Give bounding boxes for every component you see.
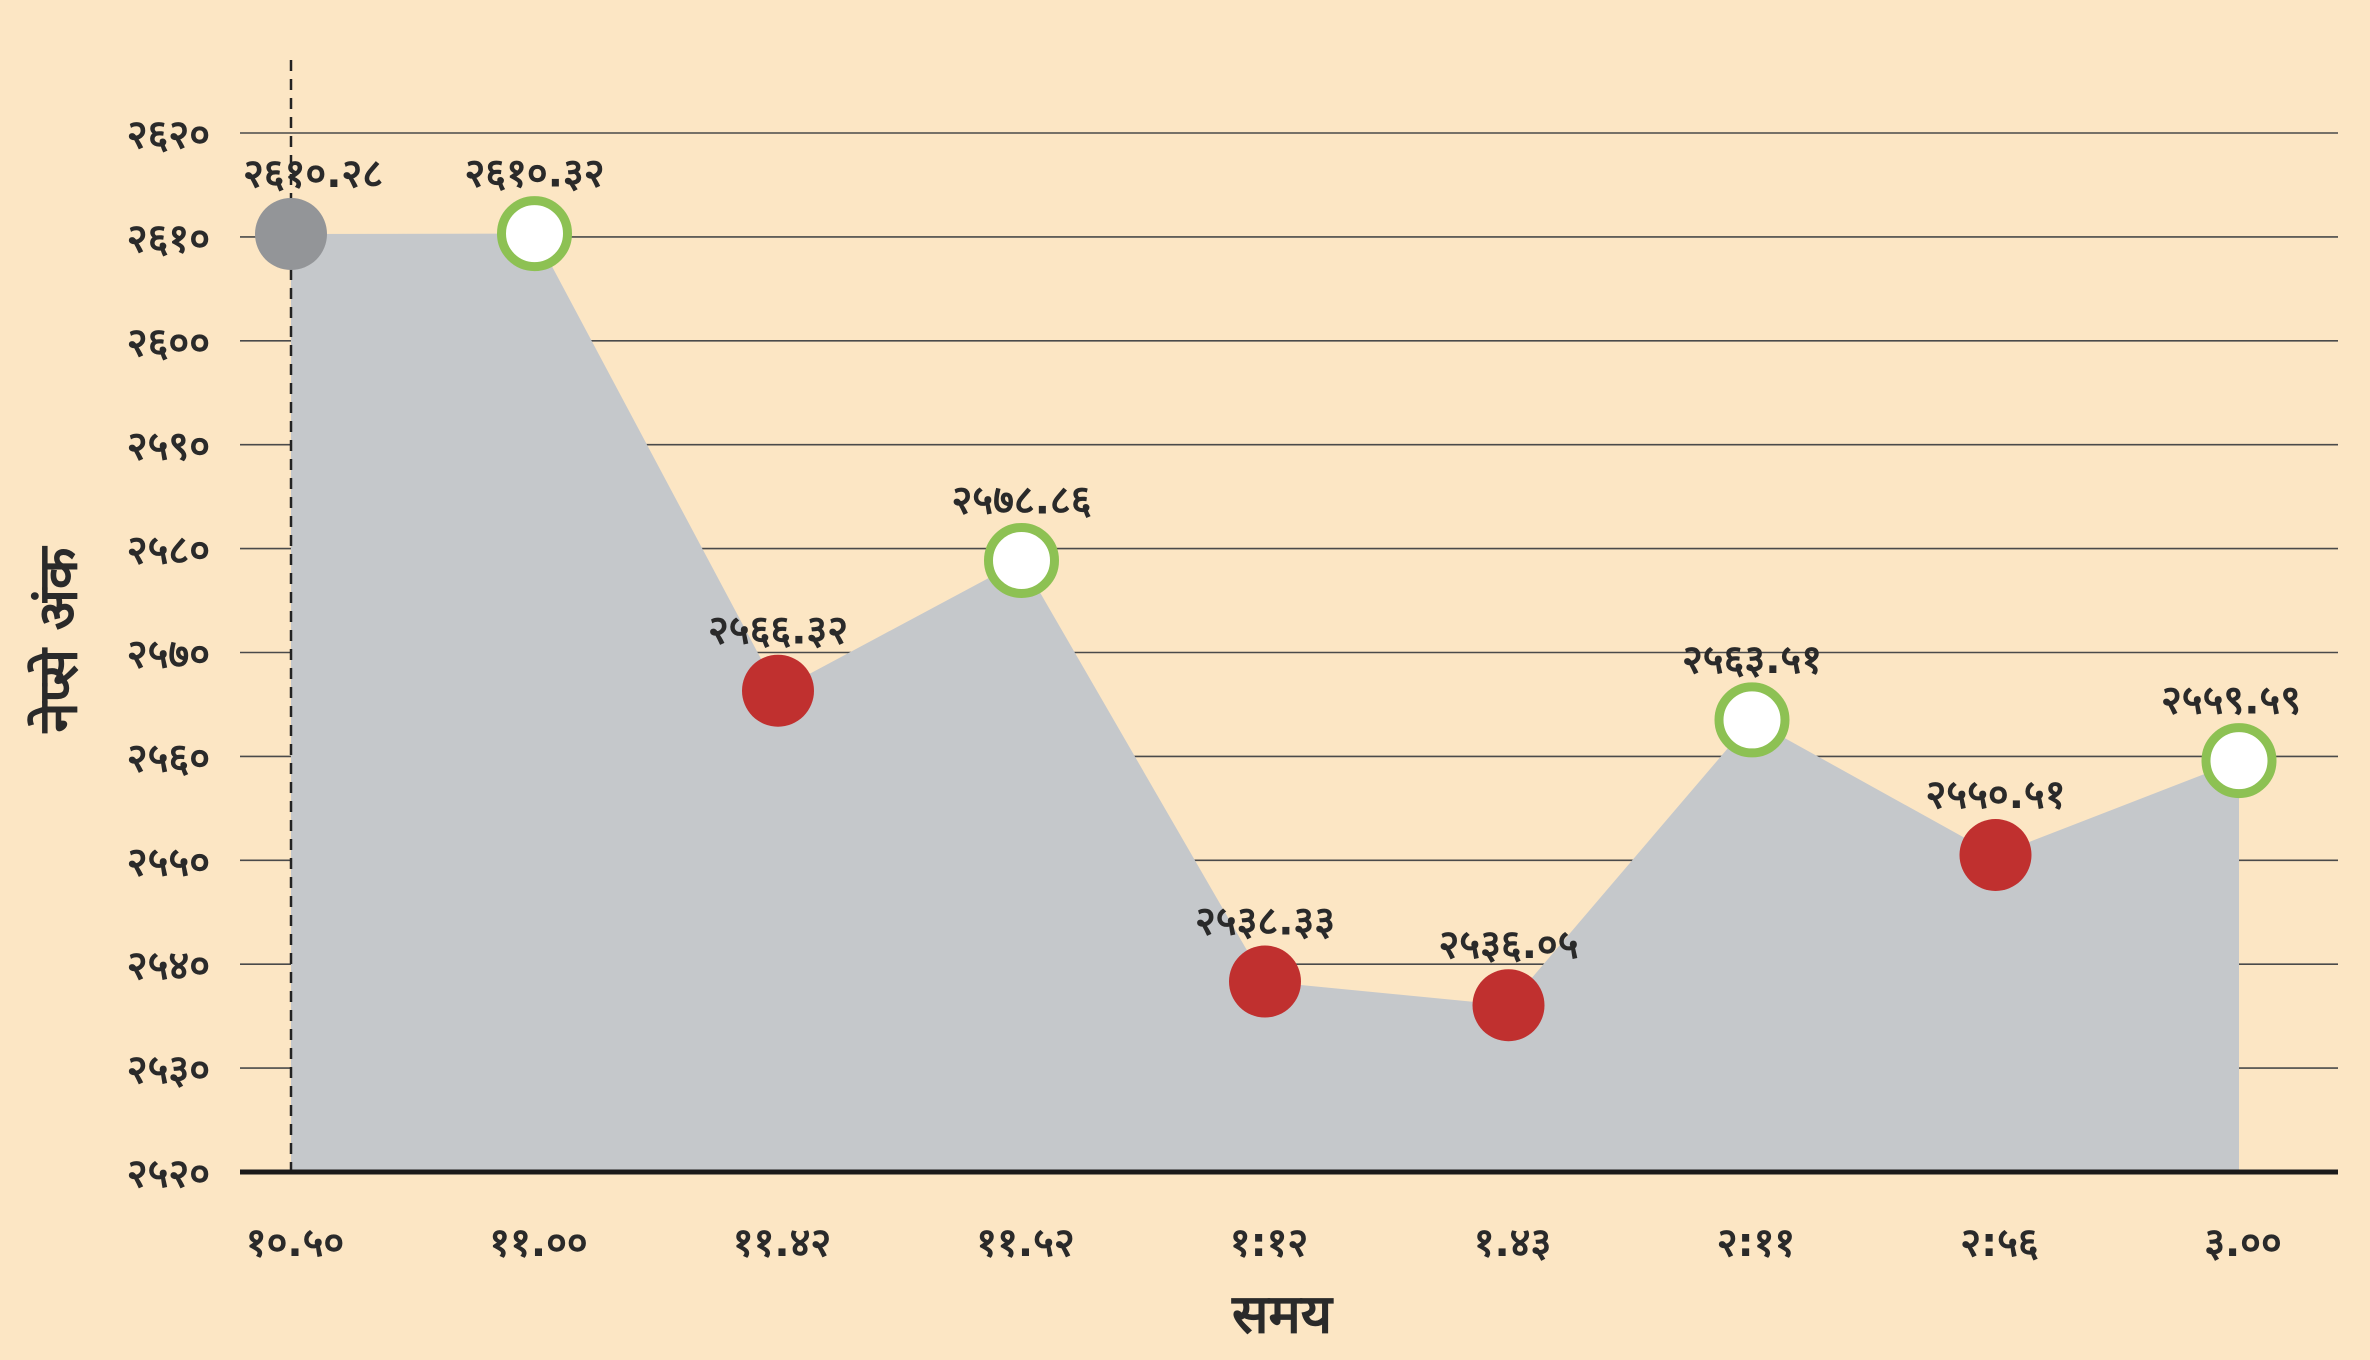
data-point-down-5 [1472,969,1545,1042]
y-tick-label-2: २५४० [127,943,210,989]
y-axis-label: नेप्से अंक [27,545,90,733]
x-tick-label-3: ११.५२ [976,1220,1074,1266]
data-points [255,196,2277,1042]
x-tick-label-6: २:११ [1717,1220,1795,1266]
x-tick-label-4: १:१२ [1230,1220,1308,1266]
y-tick-label-7: २५९० [127,424,210,470]
index-area [291,233,2239,1172]
data-point-down-7 [1959,819,2032,892]
data-label-8: २५५९.५९ [2161,678,2301,724]
data-point-open-0 [255,197,327,270]
data-point-up-6 [1714,682,1790,758]
y-tick-label-10: २६२० [127,112,210,158]
data-label-0: २६१०.२८ [243,151,383,197]
x-tick-label-1: ११.०० [489,1220,587,1266]
y-tick-label-3: २५५० [127,839,210,885]
data-point-up-3 [984,522,1059,598]
x-axis-label: समय [1231,1283,1334,1346]
x-tick-label-8: ३.०० [2204,1220,2282,1266]
data-label-2: २५६६.३२ [708,608,848,654]
data-point-up-1 [497,196,572,272]
data-label-3: २५७८.८६ [952,477,1092,523]
data-point-down-4 [1229,945,1301,1018]
data-label-5: २५३६.०५ [1439,922,1579,968]
y-tick-label-5: २५७० [127,632,210,678]
y-tick-label-4: २५६० [127,735,210,781]
y-axis-ticks: २५२० २५३० २५४० २५५० २५६० २५७० २५८० २५९० २६०० २६१०… [127,112,210,1197]
y-tick-label-0: २५२० [127,1151,210,1197]
data-label-4: २५३८.३३ [1195,899,1335,945]
y-tick-label-1: २५३० [127,1047,210,1093]
data-label-1: २६१०.३२ [465,151,605,197]
x-tick-label-2: ११.४२ [733,1220,831,1266]
x-tick-label-7: २:५६ [1960,1220,2038,1266]
y-tick-label-8: २६०० [127,320,210,366]
y-tick-label-6: २५८० [127,528,210,574]
data-point-up-8 [2201,723,2277,799]
data-label-6: २५६३.५१ [1682,637,1822,683]
data-label-7: २५५०.५१ [1926,772,2066,818]
x-tick-label-5: १.४३ [1474,1220,1552,1266]
data-labels: २६१०.२८ २६१०.३२ २५६६.३२ २५७८.८६ २५३८.३३ २५३६.… [243,151,2301,969]
y-tick-label-9: २६१० [127,216,210,262]
x-axis-ticks: १०.५० ११.०० ११.४२ ११.५२ १:१२ १.४३ २:११ २:५६ ३.०० [246,1220,2282,1266]
data-point-down-2 [742,654,814,727]
x-tick-label-0: १०.५० [246,1220,344,1266]
